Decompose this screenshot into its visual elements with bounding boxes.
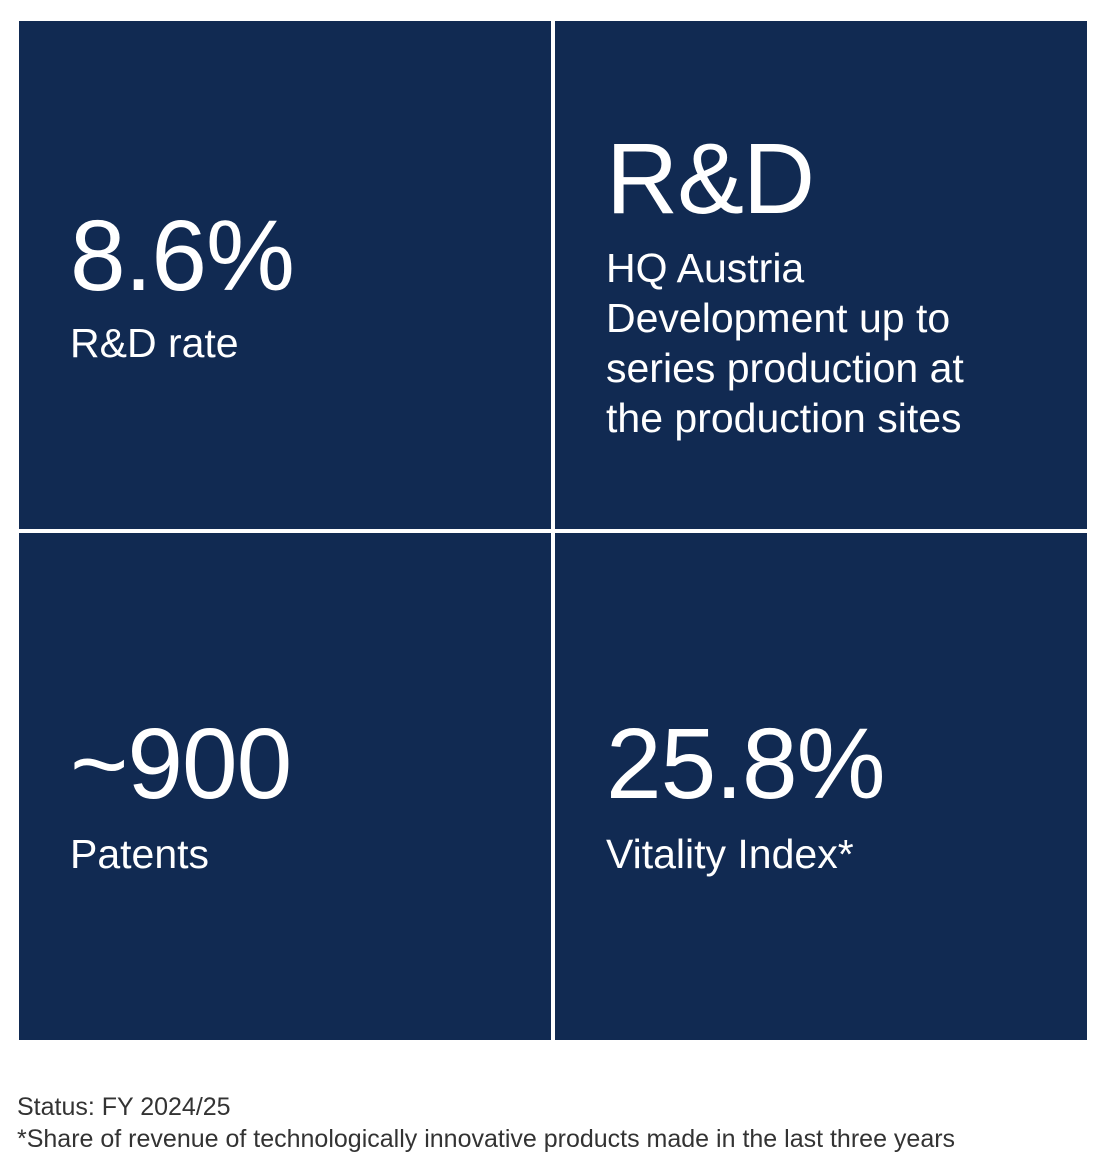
rd-rate-label: R&D rate <box>70 320 239 366</box>
tile-rd-hq: R&D HQ Austria Development up to series … <box>555 21 1087 529</box>
tile-rd-rate: 8.6% R&D rate <box>19 21 551 529</box>
rd-hq-line: Development up to <box>606 295 951 341</box>
footer-status: Status: FY 2024/25 <box>17 1093 231 1121</box>
vitality-value: 25.8% <box>606 708 886 820</box>
rd-hq-line: the production sites <box>606 395 962 441</box>
rd-hq-line: HQ Austria <box>606 245 805 291</box>
tile-patents: ~900 Patents <box>19 533 551 1040</box>
patents-value: ~900 <box>70 708 292 820</box>
tile-vitality-index: 25.8% Vitality Index* <box>555 533 1087 1040</box>
vitality-label: Vitality Index* <box>606 831 854 877</box>
rd-hq-title: R&D <box>606 123 815 235</box>
rd-rate-value: 8.6% <box>70 200 295 312</box>
rd-hq-description: HQ Austria Development up to series prod… <box>606 243 964 443</box>
footer-footnote: *Share of revenue of technologically inn… <box>17 1125 956 1153</box>
rd-hq-line: series production at <box>606 345 964 391</box>
patents-label: Patents <box>70 831 210 877</box>
